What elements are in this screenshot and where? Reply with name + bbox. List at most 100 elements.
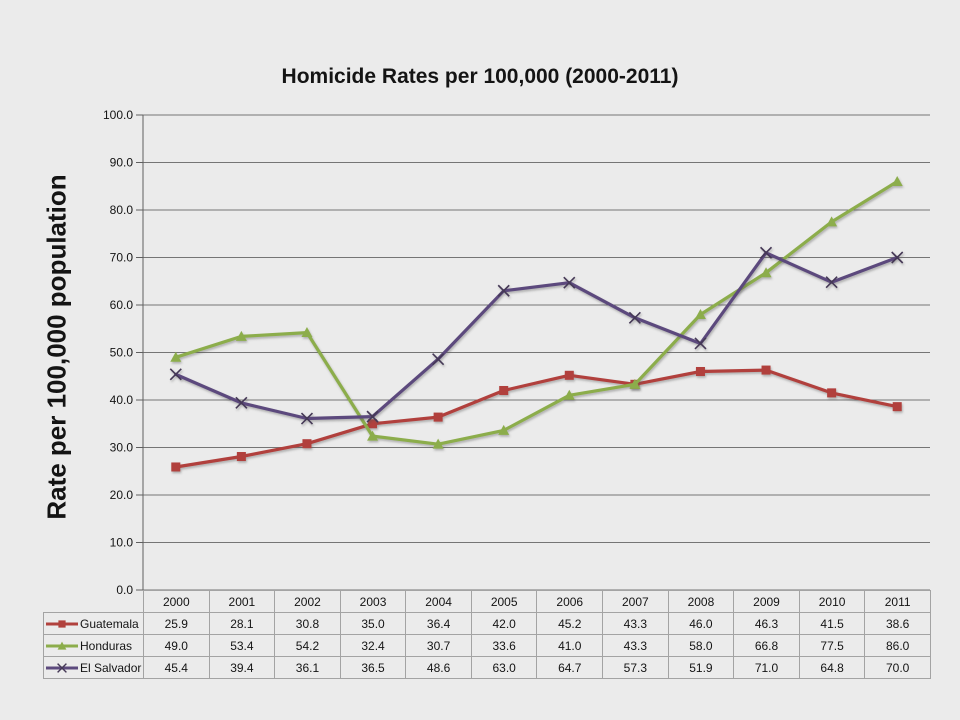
value-cell: 43.3 xyxy=(602,634,669,657)
square-marker xyxy=(368,419,378,429)
year-header-row: 2000 2001 2002 2003 2004 2005 2006 2007 2008 2009… xyxy=(44,590,931,613)
value-cell: 48.6 xyxy=(405,656,472,679)
x-marker xyxy=(628,311,641,324)
legend-label: Honduras xyxy=(80,638,133,653)
series-row: Honduras 49.0 53.4 54.2 32.4 30.7 33.6 41.0 43.3… xyxy=(43,634,931,657)
x-marker xyxy=(563,276,576,289)
square-marker xyxy=(433,412,443,422)
year-header-cell: 2005 xyxy=(470,590,538,613)
x-marker xyxy=(497,284,510,297)
square-marker xyxy=(58,619,66,628)
value-cell: 43.3 xyxy=(602,612,669,635)
value-cell: 70.0 xyxy=(864,656,931,679)
triangle-marker xyxy=(629,378,641,389)
legend-cell: Guatemala xyxy=(43,612,144,635)
square-marker xyxy=(695,366,705,377)
value-cell: 53.4 xyxy=(208,634,276,657)
y-tick-label: 80.0 xyxy=(110,203,134,217)
triangle-marker xyxy=(826,216,838,227)
year-header-cell: 2010 xyxy=(798,590,866,613)
year-header-cell: 2008 xyxy=(667,590,735,613)
year-header-cell: 2004 xyxy=(405,590,472,613)
square-marker xyxy=(761,365,771,375)
value-cell: 38.6 xyxy=(864,612,931,635)
x-marker xyxy=(300,412,314,425)
y-tick-label: 50.0 xyxy=(110,346,134,360)
x-marker xyxy=(759,246,773,259)
series-line xyxy=(174,368,899,469)
square-marker xyxy=(236,452,246,462)
triangle-marker xyxy=(235,330,247,341)
triangle-marker xyxy=(563,389,575,400)
year-header-cell: 2000 xyxy=(143,590,210,613)
square-marker xyxy=(892,402,902,412)
value-cell: 41.0 xyxy=(536,634,604,657)
value-cell: 36.4 xyxy=(405,612,472,635)
x-marker xyxy=(366,410,379,423)
line-chart-plot: 0.0 10.0 20.0 30.0 40.0 50.0 60.0 70.0 80.0 90.0 1… xyxy=(103,108,930,597)
y-tick-label: 30.0 xyxy=(110,441,134,455)
year-header-cell: 2007 xyxy=(602,590,669,613)
triangle-marker xyxy=(57,641,67,650)
legend-cell: Honduras xyxy=(43,634,144,657)
series-honduras xyxy=(170,176,903,449)
y-tick-label: 90.0 xyxy=(110,156,134,170)
series-line xyxy=(174,179,899,446)
series-line xyxy=(174,251,899,421)
value-cell: 71.0 xyxy=(733,656,800,679)
value-cell: 49.0 xyxy=(143,634,210,657)
year-header-cell: 2009 xyxy=(733,590,800,613)
value-cell: 86.0 xyxy=(864,634,931,657)
triangle-marker xyxy=(498,424,510,435)
value-cell: 51.9 xyxy=(667,656,735,679)
square-marker xyxy=(171,462,181,472)
series-row: El Salvador 45.4 39.4 36.1 36.5 48.6 63.0 64.7 5… xyxy=(43,656,931,679)
value-cell: 39.4 xyxy=(208,656,276,679)
y-tick-label: 60.0 xyxy=(110,298,134,312)
value-cell: 30.8 xyxy=(274,612,341,635)
triangle-marker xyxy=(694,309,706,320)
value-cell: 58.0 xyxy=(667,634,735,657)
year-header-cell: 2003 xyxy=(339,590,407,613)
y-tick-label: 100.0 xyxy=(103,108,133,122)
triangle-marker xyxy=(170,351,182,362)
value-cell: 64.7 xyxy=(536,656,604,679)
value-cell: 66.8 xyxy=(733,634,800,657)
series-guatemala xyxy=(171,365,902,472)
x-marker xyxy=(694,337,707,350)
value-cell: 54.2 xyxy=(274,634,341,657)
value-cell: 46.3 xyxy=(733,612,800,635)
square-marker xyxy=(564,370,574,380)
legend-key-x-icon xyxy=(46,662,78,673)
table-corner-blank xyxy=(44,591,144,613)
x-marker xyxy=(825,276,838,289)
x-marker xyxy=(432,353,445,366)
triangle-marker xyxy=(301,327,313,338)
square-marker xyxy=(302,439,312,449)
series-row: Guatemala 25.9 28.1 30.8 35.0 36.4 42.0 45.2 43.… xyxy=(43,612,931,635)
legend-label: Guatemala xyxy=(80,616,139,631)
legend-key-square-icon xyxy=(46,619,78,628)
chart-title: Homicide Rates per 100,000 (2000-2011) xyxy=(281,65,679,88)
value-cell: 33.6 xyxy=(470,634,538,657)
value-cell: 30.7 xyxy=(405,634,472,657)
legend-key-triangle-icon xyxy=(46,641,78,650)
x-marker xyxy=(169,368,182,381)
value-cell: 32.4 xyxy=(339,634,407,657)
triangle-marker xyxy=(432,438,444,449)
chart-data-table: 2000 2001 2002 2003 2004 2005 2006 2007 2008 2009… xyxy=(43,590,931,679)
value-cell: 41.5 xyxy=(798,612,866,635)
y-tick-label: 10.0 xyxy=(110,536,134,550)
value-cell: 25.9 xyxy=(143,612,210,635)
series-el-salvador xyxy=(169,246,904,425)
value-cell: 57.3 xyxy=(602,656,669,679)
value-cell: 45.4 xyxy=(143,656,210,679)
x-marker xyxy=(891,251,904,264)
value-cell: 46.0 xyxy=(667,612,735,635)
y-tick-label: 40.0 xyxy=(110,393,134,407)
value-cell: 36.1 xyxy=(274,656,341,679)
year-header-cell: 2006 xyxy=(536,590,604,613)
value-cell: 36.5 xyxy=(339,656,407,679)
value-cell: 45.2 xyxy=(536,612,604,635)
